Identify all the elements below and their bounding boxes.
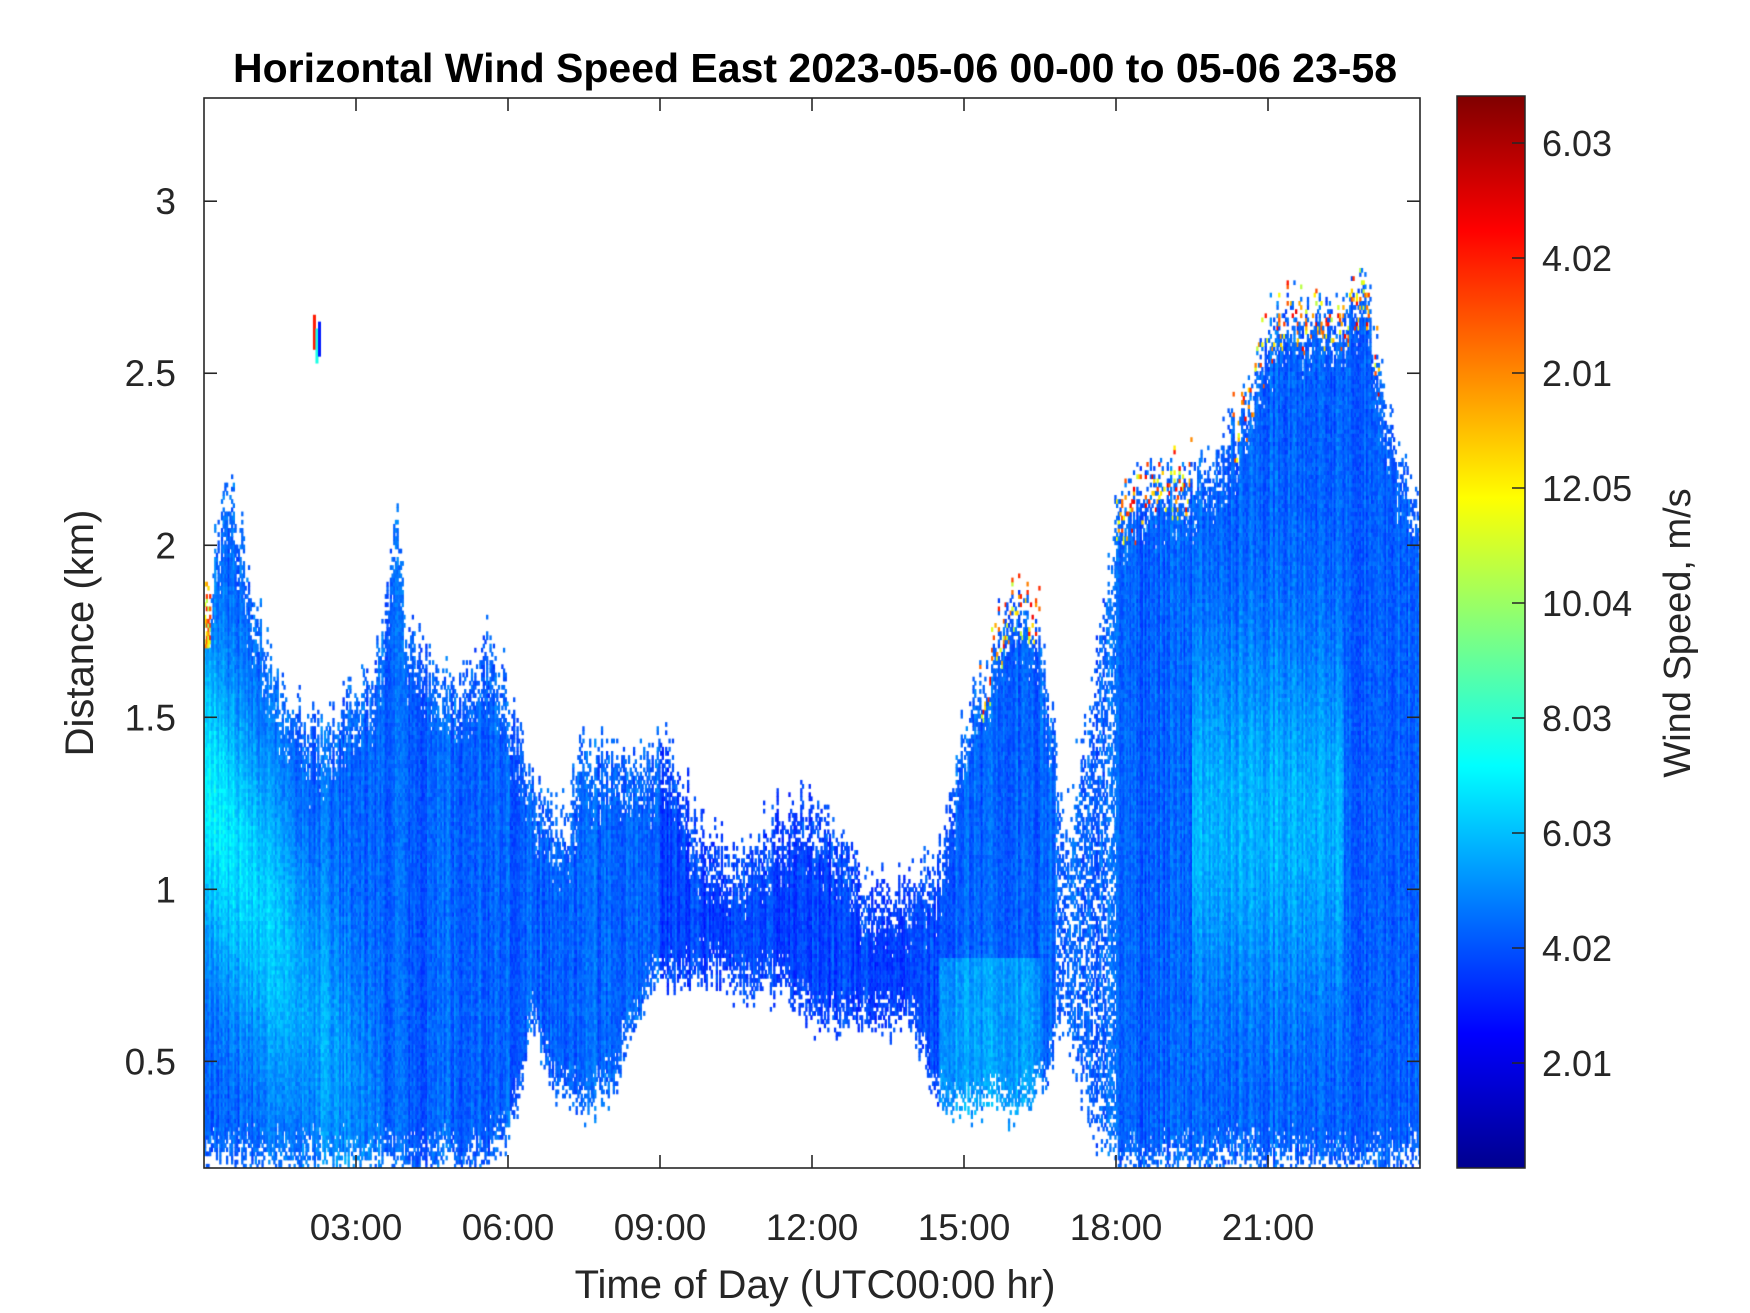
colorbar-ticks: 6.03 4.02 2.01 12.05 10.04 8.03 6.03 4.02 2.01: [1512, 123, 1632, 1084]
x-tick-label: 12:00: [766, 1207, 859, 1248]
colorbar-tick-label: 4.02: [1542, 238, 1612, 279]
colorbar-tick-label: 12.05: [1542, 468, 1632, 509]
colorbar-tick-label: 6.03: [1542, 123, 1612, 164]
x-tick-label: 15:00: [918, 1207, 1011, 1248]
colorbar-tick-label: 2.01: [1542, 353, 1612, 394]
colorbar-tick-label: 8.03: [1542, 698, 1612, 739]
x-tick-label: 21:00: [1222, 1207, 1315, 1248]
x-tick-label: 03:00: [310, 1207, 403, 1248]
y-tick-label: 3: [155, 181, 176, 222]
colorbar: [1456, 95, 1526, 1169]
colorbar-tick-label: 2.01: [1542, 1043, 1612, 1084]
x-tick-label: 06:00: [462, 1207, 555, 1248]
y-tick-label: 1.5: [125, 697, 176, 738]
x-axis-label: Time of Day (UTC00:00 hr): [575, 1263, 1056, 1307]
y-tick-label: 2.5: [125, 353, 176, 394]
x-tick-label: 18:00: [1070, 1207, 1163, 1248]
y-tick-label: 1: [155, 869, 176, 910]
colorbar-tick-label: 10.04: [1542, 583, 1632, 624]
colorbar-tick-label: 4.02: [1542, 928, 1612, 969]
colorbar-tick-label: 6.03: [1542, 813, 1612, 854]
chart-title: Horizontal Wind Speed East 2023-05-06 00…: [233, 45, 1397, 91]
y-axis-label: Distance (km): [58, 510, 102, 757]
colorbar-label: Wind Speed, m/s: [1657, 488, 1699, 777]
x-axis: 03:00 06:00 09:00 12:00 15:00 18:00 21:00: [310, 98, 1315, 1248]
heatmap-area: [204, 98, 1420, 1168]
heatmap-canvas: [204, 98, 1420, 1168]
y-tick-label: 2: [155, 525, 176, 566]
y-axis: 0.5 1 1.5 2 2.5 3: [125, 181, 1420, 1082]
y-tick-label: 0.5: [125, 1041, 176, 1082]
x-tick-label: 09:00: [614, 1207, 707, 1248]
